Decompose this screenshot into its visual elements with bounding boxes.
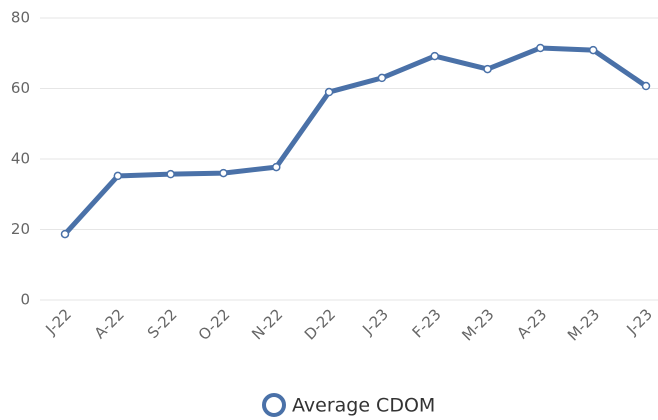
point xyxy=(641,81,651,91)
x-tick-label: O-22 xyxy=(195,305,234,344)
x-tick-label: A-23 xyxy=(513,305,550,342)
point xyxy=(324,87,334,97)
point xyxy=(166,169,175,179)
y-tick-label: 20 xyxy=(11,220,30,238)
point xyxy=(483,64,492,74)
series-line xyxy=(63,45,648,236)
x-tick-label: J-22 xyxy=(42,305,76,339)
x-tick-label: M-23 xyxy=(564,305,603,344)
x-tick-label: J-23 xyxy=(358,305,392,339)
x-tick-label: A-22 xyxy=(91,305,128,342)
x-tick-label: F-23 xyxy=(409,305,445,341)
point xyxy=(588,45,598,55)
x-tick-label: M-23 xyxy=(458,305,497,344)
x-tick-label: S-22 xyxy=(144,305,181,342)
point xyxy=(430,51,439,61)
legend-marker xyxy=(262,393,286,417)
x-tick-label: J-23 xyxy=(623,305,657,339)
x-tick-label: D-22 xyxy=(301,305,339,343)
y-tick-label: 80 xyxy=(11,9,30,27)
point xyxy=(113,171,123,181)
y-tick-label: 60 xyxy=(11,79,30,97)
point xyxy=(272,162,281,172)
legend-label: Average CDOM xyxy=(292,395,435,417)
point xyxy=(60,229,70,239)
y-tick-label: 0 xyxy=(20,291,30,309)
point xyxy=(536,43,545,53)
point xyxy=(377,73,387,83)
point xyxy=(219,168,228,178)
y-tick-label: 40 xyxy=(11,150,30,168)
x-tick-label: N-22 xyxy=(248,305,286,343)
